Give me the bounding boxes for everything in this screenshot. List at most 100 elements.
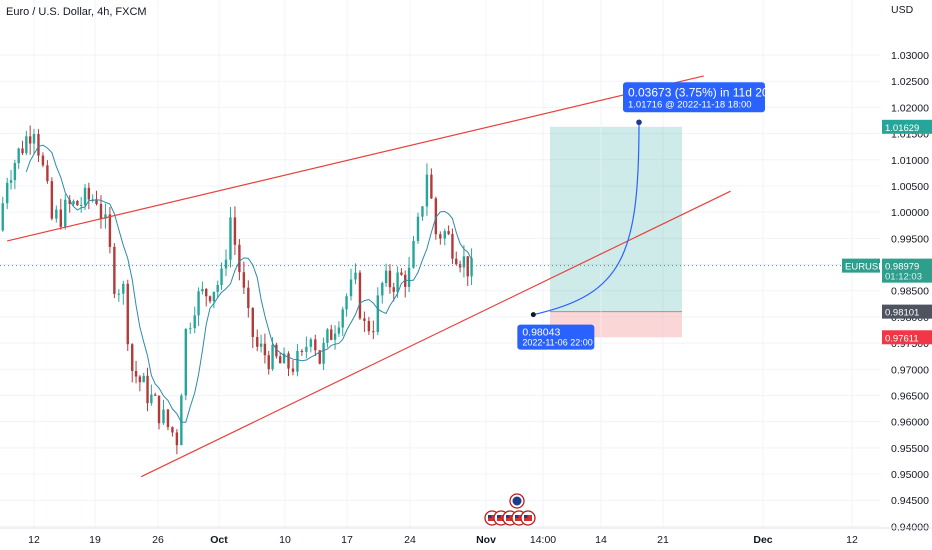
candle-body bbox=[216, 284, 219, 292]
candle-body bbox=[275, 344, 278, 357]
projection-start-dot bbox=[530, 312, 536, 318]
time-tick-label: Dec bbox=[753, 534, 772, 546]
candle-body bbox=[396, 272, 399, 292]
candle-body bbox=[271, 344, 274, 370]
candle-body bbox=[113, 246, 116, 294]
candle-body bbox=[201, 288, 204, 292]
last-price-countdown: 01:12:03 bbox=[885, 272, 922, 283]
candle-body bbox=[381, 283, 384, 296]
trendlines[interactable] bbox=[7, 75, 731, 478]
candle-body bbox=[233, 217, 237, 245]
candle-body bbox=[470, 258, 473, 277]
price-tick-label: 1.02000 bbox=[891, 102, 929, 114]
candle-body bbox=[134, 370, 138, 377]
target-price-tag bbox=[882, 119, 932, 134]
candle-body bbox=[282, 353, 286, 364]
candle-body bbox=[358, 272, 362, 319]
candle-body bbox=[259, 343, 263, 347]
candle-body bbox=[263, 343, 267, 356]
candle-body bbox=[117, 293, 121, 295]
entry-price-value: 0.98101 bbox=[885, 308, 919, 319]
price-tick-label: 0.98500 bbox=[891, 286, 929, 298]
flag-canton bbox=[488, 515, 492, 518]
candle-body bbox=[392, 287, 395, 292]
candle-body bbox=[296, 350, 299, 372]
candle-body bbox=[287, 353, 290, 369]
event-markers[interactable] bbox=[484, 493, 536, 526]
candle-body bbox=[83, 187, 87, 205]
flag-canton bbox=[524, 515, 528, 518]
projection-result-box bbox=[623, 82, 766, 113]
flag-stripes bbox=[524, 515, 532, 521]
candle-body bbox=[157, 395, 161, 424]
price-tick-label: 1.01000 bbox=[891, 155, 929, 167]
lower-trendline bbox=[140, 190, 731, 478]
time-tick-label: 10 bbox=[279, 534, 291, 546]
moving-average-line bbox=[25, 144, 473, 423]
projection-start-price: 0.98043 bbox=[522, 327, 560, 339]
time-axis[interactable]: 12 19 26 Oct 10 17 24 Nov 14:00 14 21 Dec 12 bbox=[0, 527, 932, 546]
time-tick-label: 14:00 bbox=[530, 534, 556, 546]
earnings-flag-icon[interactable] bbox=[520, 510, 536, 526]
chart-grid bbox=[0, 0, 880, 528]
time-tick-label: 12 bbox=[846, 534, 858, 546]
candle-body bbox=[104, 214, 107, 219]
candle-body bbox=[326, 329, 329, 343]
candle-body bbox=[242, 272, 246, 288]
price-tick-label: 1.03000 bbox=[891, 50, 929, 62]
earnings-flag-icon bbox=[509, 493, 525, 509]
candle-body bbox=[64, 199, 67, 227]
candle-body bbox=[21, 148, 24, 154]
flag-center bbox=[512, 496, 522, 506]
candle-body bbox=[372, 331, 375, 333]
candle-body bbox=[434, 198, 438, 235]
time-tick-label: 26 bbox=[152, 534, 164, 546]
candle-body bbox=[251, 308, 254, 337]
candle-body bbox=[279, 356, 282, 364]
candle-body bbox=[400, 272, 403, 275]
candle-body bbox=[229, 217, 232, 260]
candle-body bbox=[131, 344, 134, 371]
candle-body bbox=[455, 258, 458, 265]
time-tick-label: 17 bbox=[341, 534, 353, 546]
candle-body bbox=[451, 234, 454, 259]
candle-body bbox=[291, 368, 295, 372]
candle-body bbox=[175, 432, 179, 446]
candle-body bbox=[322, 342, 325, 364]
candle-body bbox=[146, 375, 149, 404]
price-tick-label: 0.96500 bbox=[891, 390, 929, 402]
candle-body bbox=[25, 136, 28, 154]
entry-price-tag bbox=[882, 304, 932, 319]
candle-body bbox=[354, 272, 357, 280]
price-axis-currency: USD bbox=[891, 4, 914, 16]
candle-body bbox=[91, 199, 94, 201]
projection-start-box bbox=[517, 324, 595, 350]
stop-price-tag bbox=[882, 330, 932, 345]
candle-body bbox=[55, 209, 58, 219]
candle-body bbox=[37, 134, 40, 156]
candle-body bbox=[138, 376, 142, 383]
candle-body bbox=[197, 291, 200, 316]
candle-body bbox=[46, 165, 49, 182]
candle-body bbox=[345, 296, 348, 310]
long-position-tool[interactable] bbox=[550, 126, 682, 338]
flag-stripes bbox=[497, 515, 505, 521]
time-tick-label: 14 bbox=[595, 534, 607, 546]
price-tick-label: 0.95000 bbox=[891, 469, 929, 481]
candle-body bbox=[6, 182, 9, 204]
time-tick-label: 21 bbox=[657, 534, 669, 546]
candle-body bbox=[421, 206, 424, 217]
candle-body bbox=[59, 209, 62, 227]
candle-body bbox=[208, 296, 212, 302]
candle-body bbox=[412, 240, 415, 268]
projection-result-change: 0.03673 (3.75%) in 11d 20h bbox=[628, 85, 775, 99]
candle-body bbox=[95, 199, 98, 205]
candle-body bbox=[32, 134, 36, 144]
candle-body bbox=[150, 394, 153, 404]
flag-stripes bbox=[506, 515, 514, 521]
candle-body bbox=[404, 274, 407, 287]
